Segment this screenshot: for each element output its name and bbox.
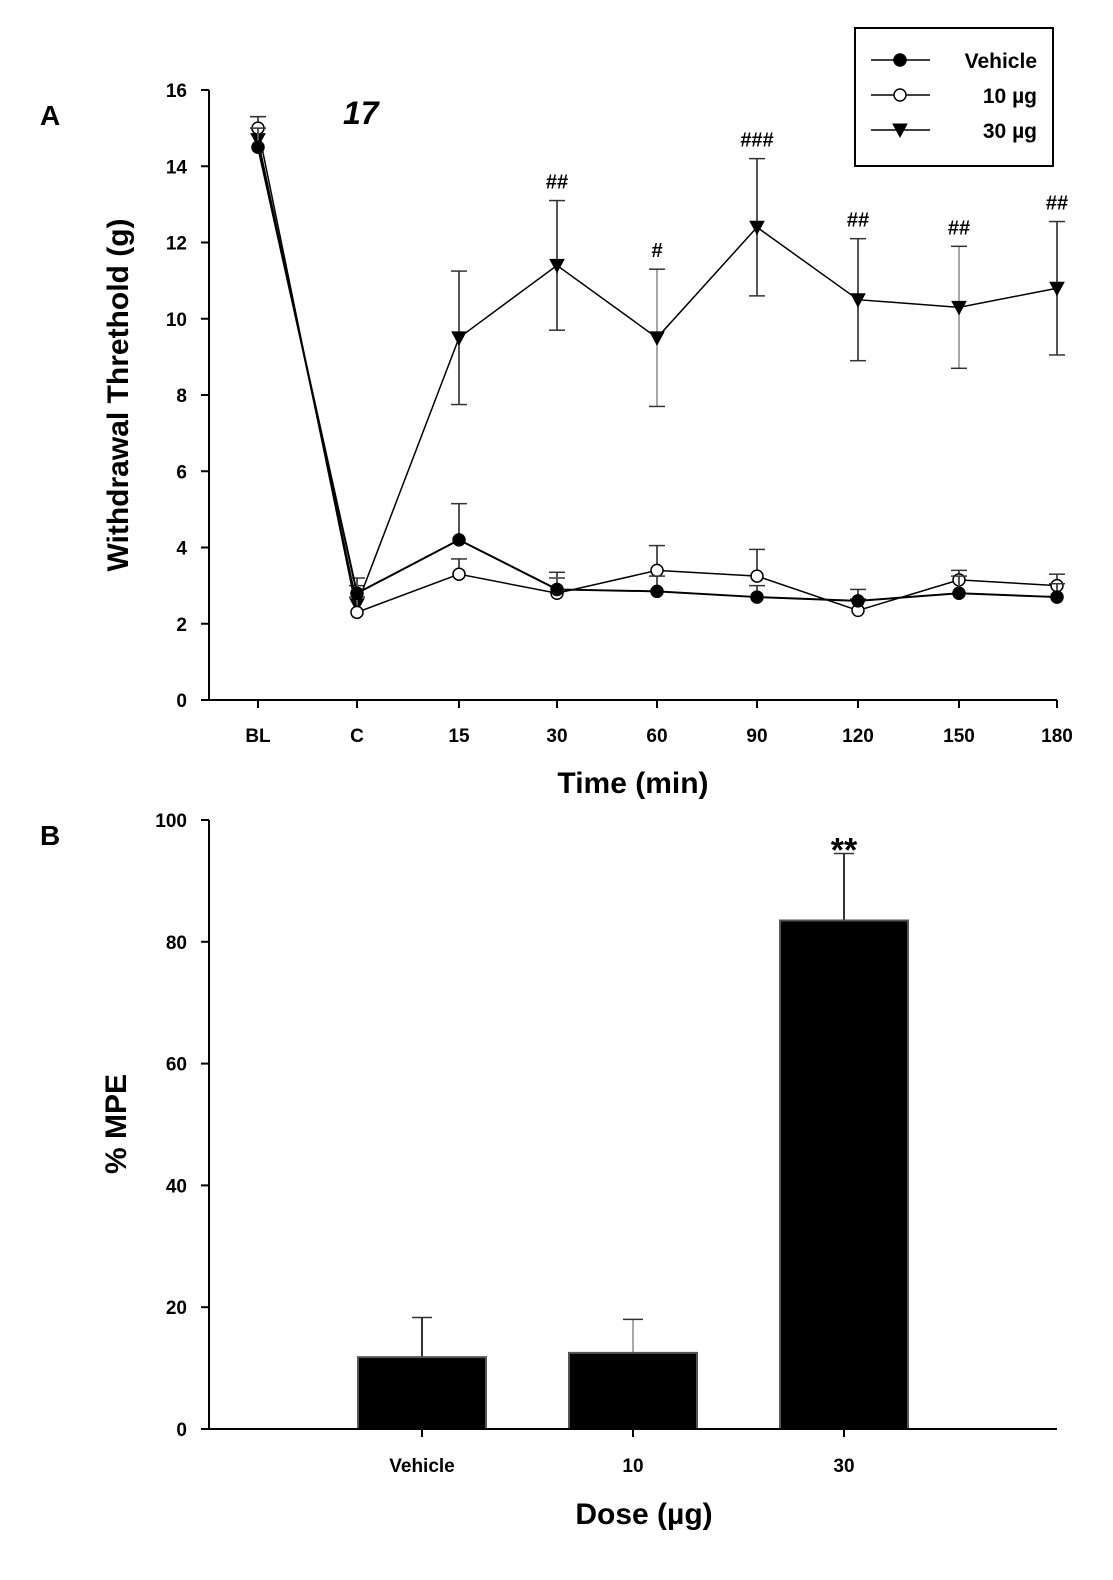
panel-b-x-axis-title: Dose (µg): [575, 1498, 712, 1531]
panel-a-x-tick-label: BL: [245, 726, 271, 747]
panel-a-x-tick-label: 90: [746, 726, 767, 747]
panel-a-x-tick-label: 30: [546, 726, 567, 747]
data-point: [649, 331, 665, 346]
legend-item-10-g: 10 µg: [871, 85, 1037, 108]
legend-label: 30 µg: [983, 120, 1037, 143]
bar-vehicle: [357, 1356, 487, 1430]
significance-marker: ##: [948, 217, 970, 239]
legend-label: Vehicle: [965, 50, 1037, 73]
legend-marker: [893, 53, 907, 67]
panel-a-x-tick-label: C: [350, 726, 364, 747]
panel-a-y-tick-label: 6: [176, 462, 187, 483]
data-point: [951, 300, 967, 316]
panel-a-y-tick-label: 12: [166, 234, 187, 255]
data-point: [350, 605, 364, 620]
panel-a-x-tick-label: 150: [943, 726, 975, 747]
panel-a-y-tick-label: 2: [176, 615, 187, 636]
panel-b-x-tick-label: Vehicle: [389, 1456, 455, 1477]
panel-a-y-tick-label: 10: [166, 310, 187, 331]
panel-b-y-tick-label: 60: [166, 1055, 187, 1076]
legend-marker: [893, 88, 907, 102]
data-point: [850, 293, 866, 308]
panel-a-x-tick-label: 180: [1041, 726, 1073, 747]
data-point: [1049, 281, 1065, 297]
data-point: [1050, 590, 1064, 604]
panel-a-series: [250, 115, 1065, 620]
panel-b-label: B: [40, 820, 60, 851]
data-point: [251, 140, 265, 154]
data-point: [750, 569, 764, 583]
data-point: [549, 258, 565, 274]
significance-marker: ##: [546, 172, 568, 194]
panel-b-x-tick-label: 10: [622, 1456, 643, 1477]
data-point: [650, 563, 664, 578]
panel-b-y-axis-title: % MPE: [100, 1074, 133, 1174]
panel-b-x-ticks: Vehicle 10 30: [389, 1429, 855, 1477]
legend-box: [854, 27, 1054, 167]
data-point: [952, 586, 966, 600]
legend-label: 10 µg: [983, 85, 1037, 108]
panel-a-y-tick-label: 16: [166, 81, 187, 102]
panel-a-x-tick-label: 15: [448, 726, 470, 747]
panel-a-y-tick-label: 0: [176, 691, 187, 712]
panel-a-x-tick-label: 120: [842, 726, 874, 747]
panel-a-annotations: ######## ####: [546, 130, 1068, 263]
panel-a-x-ticks: BL C 15 30 60 90 120 150 180: [245, 700, 1073, 747]
significance-marker: ##: [1046, 193, 1068, 215]
significance-marker: **: [831, 831, 858, 869]
bar-30: [779, 919, 909, 1430]
panel-b-bars: [357, 852, 909, 1430]
compound-label: 17: [343, 95, 381, 131]
legend-item-vehicle: Vehicle: [871, 50, 1037, 73]
bar-10: [568, 1351, 698, 1430]
panel-b-y-ticks: 0 20 40 60 80 100: [155, 811, 209, 1441]
series-30-g: [250, 115, 1065, 613]
data-point: [452, 533, 466, 547]
panel-b-y-tick-label: 20: [166, 1298, 187, 1319]
panel-b-y-tick-label: 80: [166, 933, 187, 954]
panel-b-y-tick-label: 40: [166, 1176, 187, 1197]
data-point: [749, 220, 765, 236]
panel-b-y-tick-label: 100: [155, 811, 187, 832]
legend-item-30-g: 30 µg: [871, 120, 1037, 143]
data-point: [750, 590, 764, 604]
panel-a-y-tick-label: 4: [176, 539, 187, 560]
significance-marker: ###: [740, 130, 773, 152]
significance-marker: #: [651, 240, 662, 262]
data-point: [650, 584, 664, 599]
significance-marker: ##: [847, 210, 869, 232]
panel-a-y-ticks: 0 2 4 6 8 10 12 14 16: [166, 81, 209, 712]
panel-a-y-axis-title: Withdrawal Threthold (g): [102, 218, 135, 571]
data-point: [851, 594, 865, 608]
panel-a-y-tick-label: 14: [166, 157, 188, 178]
data-point: [550, 582, 564, 597]
panel-a-x-axis-title: Time (min): [557, 767, 708, 800]
data-point: [350, 586, 364, 600]
data-point: [451, 331, 467, 346]
series-vehicle: [250, 127, 1065, 608]
panel-a-y-tick-label: 8: [176, 386, 187, 407]
panel-a-label: A: [40, 100, 60, 131]
panel-b-x-tick-label: 30: [833, 1456, 854, 1477]
panel-b-annotations: **: [831, 831, 858, 869]
data-point: [452, 567, 466, 581]
legend: Vehicle 10 µg 30 µg: [854, 27, 1054, 167]
panel-b-y-tick-label: 0: [176, 1420, 187, 1441]
legend-marker: [892, 123, 908, 139]
panel-a-x-tick-label: 60: [646, 726, 667, 747]
